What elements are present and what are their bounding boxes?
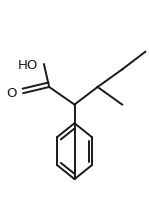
Text: HO: HO <box>18 59 38 71</box>
Text: O: O <box>7 86 17 99</box>
